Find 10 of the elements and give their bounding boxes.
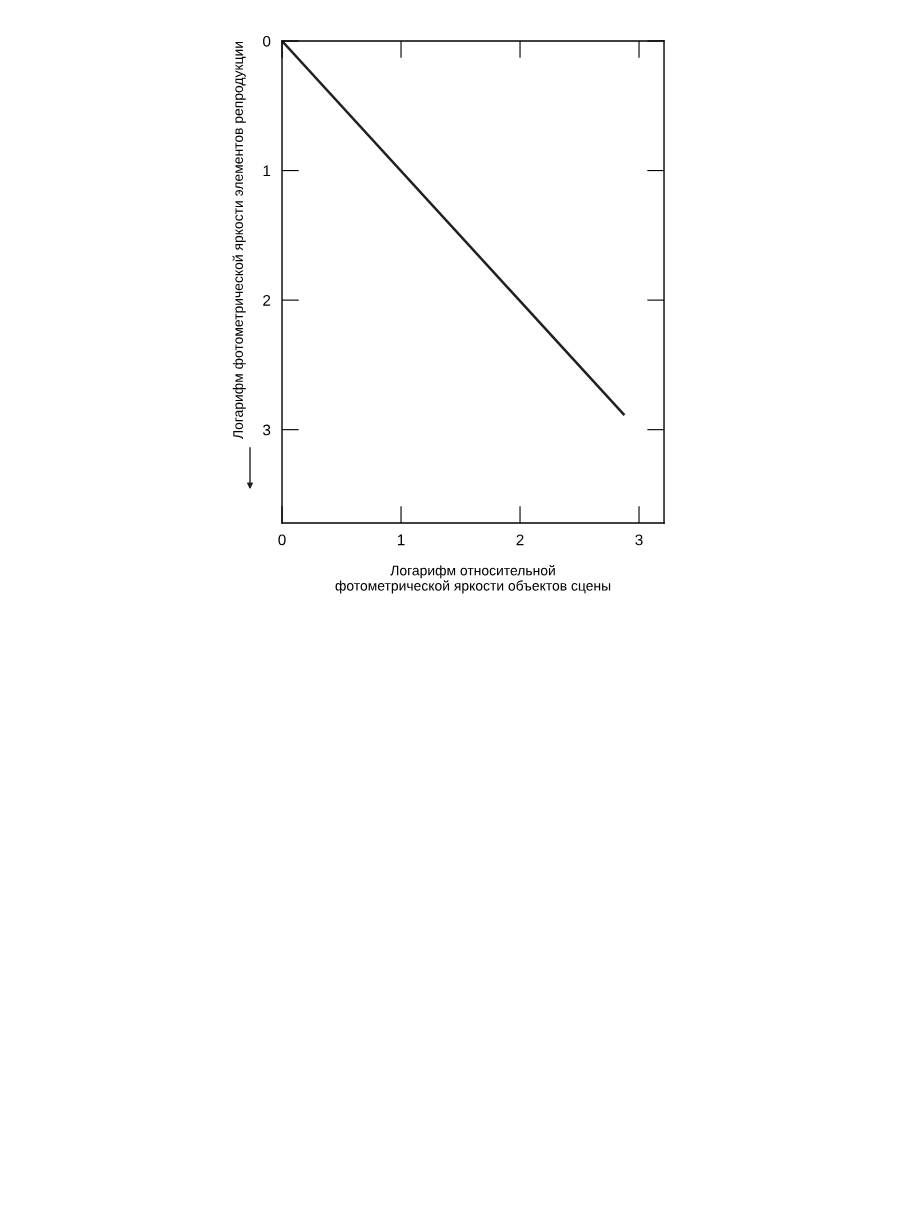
x-tick-label: 1 — [397, 534, 405, 546]
x-tick-label: 3 — [635, 534, 643, 546]
x-tick-label: 0 — [278, 534, 286, 546]
y-tick-label: 0 — [263, 35, 271, 47]
y-tick-label: 3 — [263, 424, 271, 436]
y-tick-label: 1 — [263, 165, 271, 177]
y-tick-label: 2 — [263, 294, 271, 306]
x-axis-title: Логарифм относительной фотометрической яркости объектов сцены — [335, 564, 611, 594]
y-axis-title: Логарифм фотометрической яркости элементов репродукции — [232, 41, 246, 439]
x-tick-label: 2 — [516, 534, 524, 546]
